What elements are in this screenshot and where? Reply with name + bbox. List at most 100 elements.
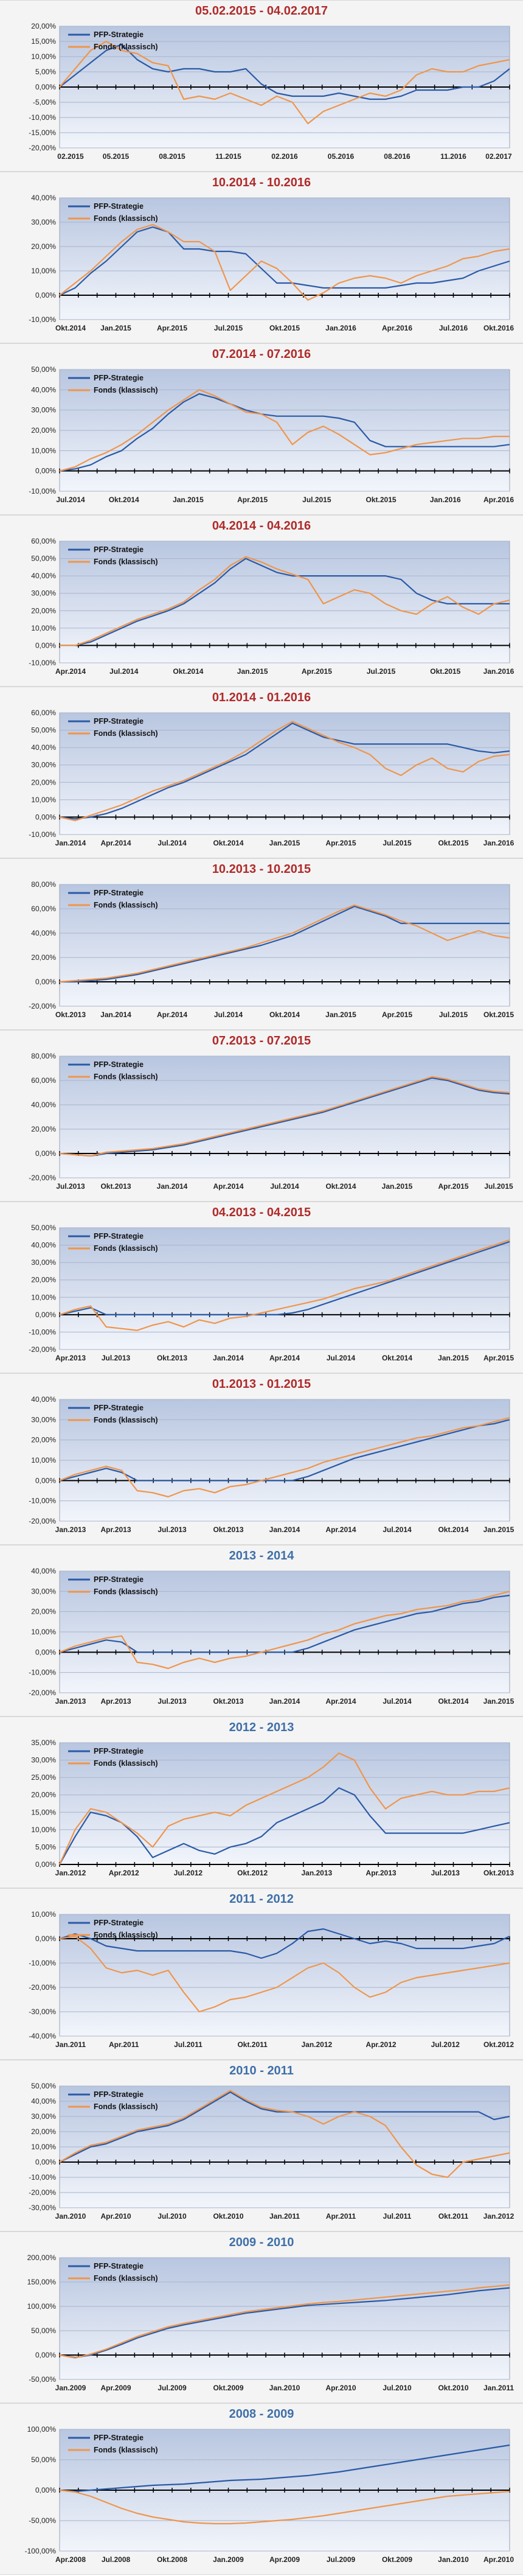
x-tick-label: Jan.2010 (269, 2384, 300, 2392)
plot-area (59, 1227, 510, 1350)
legend-label-strategy: PFP-Strategie (94, 2090, 144, 2099)
series-line-strategy (59, 1241, 510, 1315)
series-line-strategy (59, 393, 510, 472)
chart-title: 10.2013 - 10.2015 (212, 863, 311, 876)
y-tick-label: 200,00% (27, 2253, 57, 2262)
series-line-fund (59, 1239, 510, 1331)
y-tick-label: 0,00% (35, 1648, 56, 1656)
legend-label-strategy: PFP-Strategie (94, 717, 144, 726)
legend-label-fund: Fonds (klassisch) (94, 386, 158, 394)
chart-panel: 10.2013 - 10.2015 80,00% 60,00% 40,00% 20,00… (0, 858, 523, 1030)
x-tick-label: Okt.2016 (483, 324, 514, 332)
legend-label-strategy: PFP-Strategie (94, 374, 144, 382)
plot-area (59, 1055, 510, 1178)
x-tick-label: Jul.2013 (56, 1182, 85, 1191)
series-line-fund (59, 1416, 510, 1498)
x-tick-label: Jul.2011 (383, 2212, 412, 2221)
y-tick-label: -50,00% (29, 2516, 56, 2525)
x-tick-label: Jul.2015 (484, 1182, 513, 1191)
legend-label-strategy: PFP-Strategie (94, 1404, 144, 1412)
chart-legend: PFP-Strategie Fonds (klassisch) (68, 545, 158, 566)
y-tick-label: -20,00% (29, 1002, 56, 1010)
y-tick-label: 20,00% (31, 242, 56, 251)
x-tick-label: Okt.2013 (100, 1182, 131, 1191)
series-line-fund (59, 2284, 510, 2359)
y-tick-label: -20,00% (29, 1345, 56, 1354)
chart-panel: 05.02.2015 - 04.02.2017 20,00% 15,00% 10,00… (0, 0, 523, 172)
chart-title: 04.2013 - 04.2015 (212, 1206, 311, 1219)
y-tick-label: -30,00% (29, 2007, 56, 2016)
legend-label-fund: Fonds (klassisch) (94, 558, 158, 566)
y-tick-label: 50,00% (31, 2326, 56, 2335)
y-tick-label: -20,00% (29, 1983, 56, 1992)
y-tick-label: -10,00% (29, 1328, 56, 1336)
x-tick-label: Jul.2011 (174, 2040, 203, 2049)
chart-legend: PFP-Strategie Fonds (klassisch) (68, 1232, 158, 1253)
series-line-strategy (59, 43, 510, 100)
y-tick-label: 10,00% (31, 1456, 56, 1465)
y-tick-label: 10,00% (31, 1910, 56, 1919)
x-tick-label: Jan.2011 (483, 2384, 514, 2392)
x-tick-label: 02.2016 (271, 152, 298, 161)
y-tick-label: 30,00% (31, 1415, 56, 1424)
x-tick-label: Apr.2012 (109, 1869, 139, 1877)
series-line-strategy (59, 1419, 510, 1482)
legend-label-strategy: PFP-Strategie (94, 1747, 144, 1755)
y-tick-label: 0,00% (35, 1149, 56, 1158)
y-tick-label: 40,00% (31, 1567, 56, 1575)
y-tick-label: 0,00% (35, 467, 56, 475)
x-tick-label: Apr.2010 (100, 2212, 131, 2221)
y-tick-label: 80,00% (31, 1052, 56, 1060)
legend-label-strategy: PFP-Strategie (94, 1575, 144, 1584)
x-tick-label: Okt.2014 (325, 1182, 356, 1191)
y-tick-label: 20,00% (31, 953, 56, 962)
x-tick-label: 11.2015 (215, 152, 241, 161)
chart-legend: PFP-Strategie Fonds (klassisch) (68, 717, 158, 738)
plot-area (59, 884, 510, 1007)
x-tick-label: Jan.2014 (100, 1010, 131, 1019)
x-tick-label: Jul.2015 (214, 324, 243, 332)
chart-legend: PFP-Strategie Fonds (klassisch) (68, 202, 158, 223)
chart-panel: 01.2013 - 01.2015 40,00% 30,00% 20,00% 10,00… (0, 1373, 523, 1545)
y-tick-label: -10,00% (29, 659, 56, 667)
x-tick-label: Jan.2009 (55, 2384, 86, 2392)
plot-area (59, 712, 510, 835)
y-tick-label: 10,00% (31, 1293, 56, 1301)
line-chart: 60,00% 50,00% 40,00% 30,00% 20,00% 10,00% 0,00… (29, 709, 514, 847)
x-tick-label: Apr.2015 (302, 667, 332, 676)
x-tick-label: Okt.2014 (173, 667, 203, 676)
legend-label-strategy: PFP-Strategie (94, 1919, 144, 1927)
x-tick-label: Jan.2015 (100, 324, 131, 332)
chart-title: 04.2014 - 04.2016 (212, 519, 311, 533)
series-line-strategy (59, 723, 510, 820)
line-chart: 100,00%50,00%0,00%-50,00%-100,00%Apr.200… (25, 2425, 514, 2564)
legend-label-fund: Fonds (klassisch) (94, 2102, 158, 2111)
x-tick-label: Jan.2015 (483, 1697, 514, 1706)
x-tick-label: Jul.2014 (56, 495, 85, 504)
x-tick-label: Jan.2015 (173, 495, 204, 504)
x-tick-label: 08.2016 (384, 152, 410, 161)
x-tick-label: Jul.2015 (302, 495, 331, 504)
chart-panel: 04.2014 - 04.2016 60,00% 50,00% 40,00% 30,00… (0, 515, 523, 687)
x-tick-label: Apr.2014 (55, 667, 86, 676)
chart-title: 2011 - 2012 (229, 1892, 294, 1906)
legend-label-strategy: PFP-Strategie (94, 545, 144, 554)
plot-area (59, 1742, 510, 1865)
legend-label-fund: Fonds (klassisch) (94, 1587, 158, 1596)
y-tick-label: 10,00% (31, 52, 56, 61)
x-tick-label: Jan.2009 (213, 2555, 244, 2564)
x-tick-label: Jan.2015 (382, 1182, 413, 1191)
y-tick-label: 30,00% (31, 761, 56, 769)
x-tick-label: Jan.2012 (301, 2040, 332, 2049)
y-tick-label: 0,00% (35, 978, 56, 986)
x-tick-label: Jan.2016 (483, 839, 514, 847)
x-tick-label: Okt.2014 (438, 1697, 468, 1706)
chart-title: 10.2014 - 10.2016 (212, 176, 311, 189)
chart-title: 01.2014 - 01.2016 (212, 691, 311, 704)
x-tick-label: Jul.2012 (174, 1869, 203, 1877)
x-tick-label: Jul.2009 (158, 2384, 187, 2392)
chart-legend: PFP-Strategie Fonds (klassisch) (68, 2090, 158, 2111)
chart-panel: 2008 - 2009 100,00% 50,00% 0,00% -50,00% -100… (0, 2403, 523, 2575)
x-tick-label: Apr.2008 (55, 2555, 86, 2564)
x-tick-label: 05.2015 (103, 152, 130, 161)
